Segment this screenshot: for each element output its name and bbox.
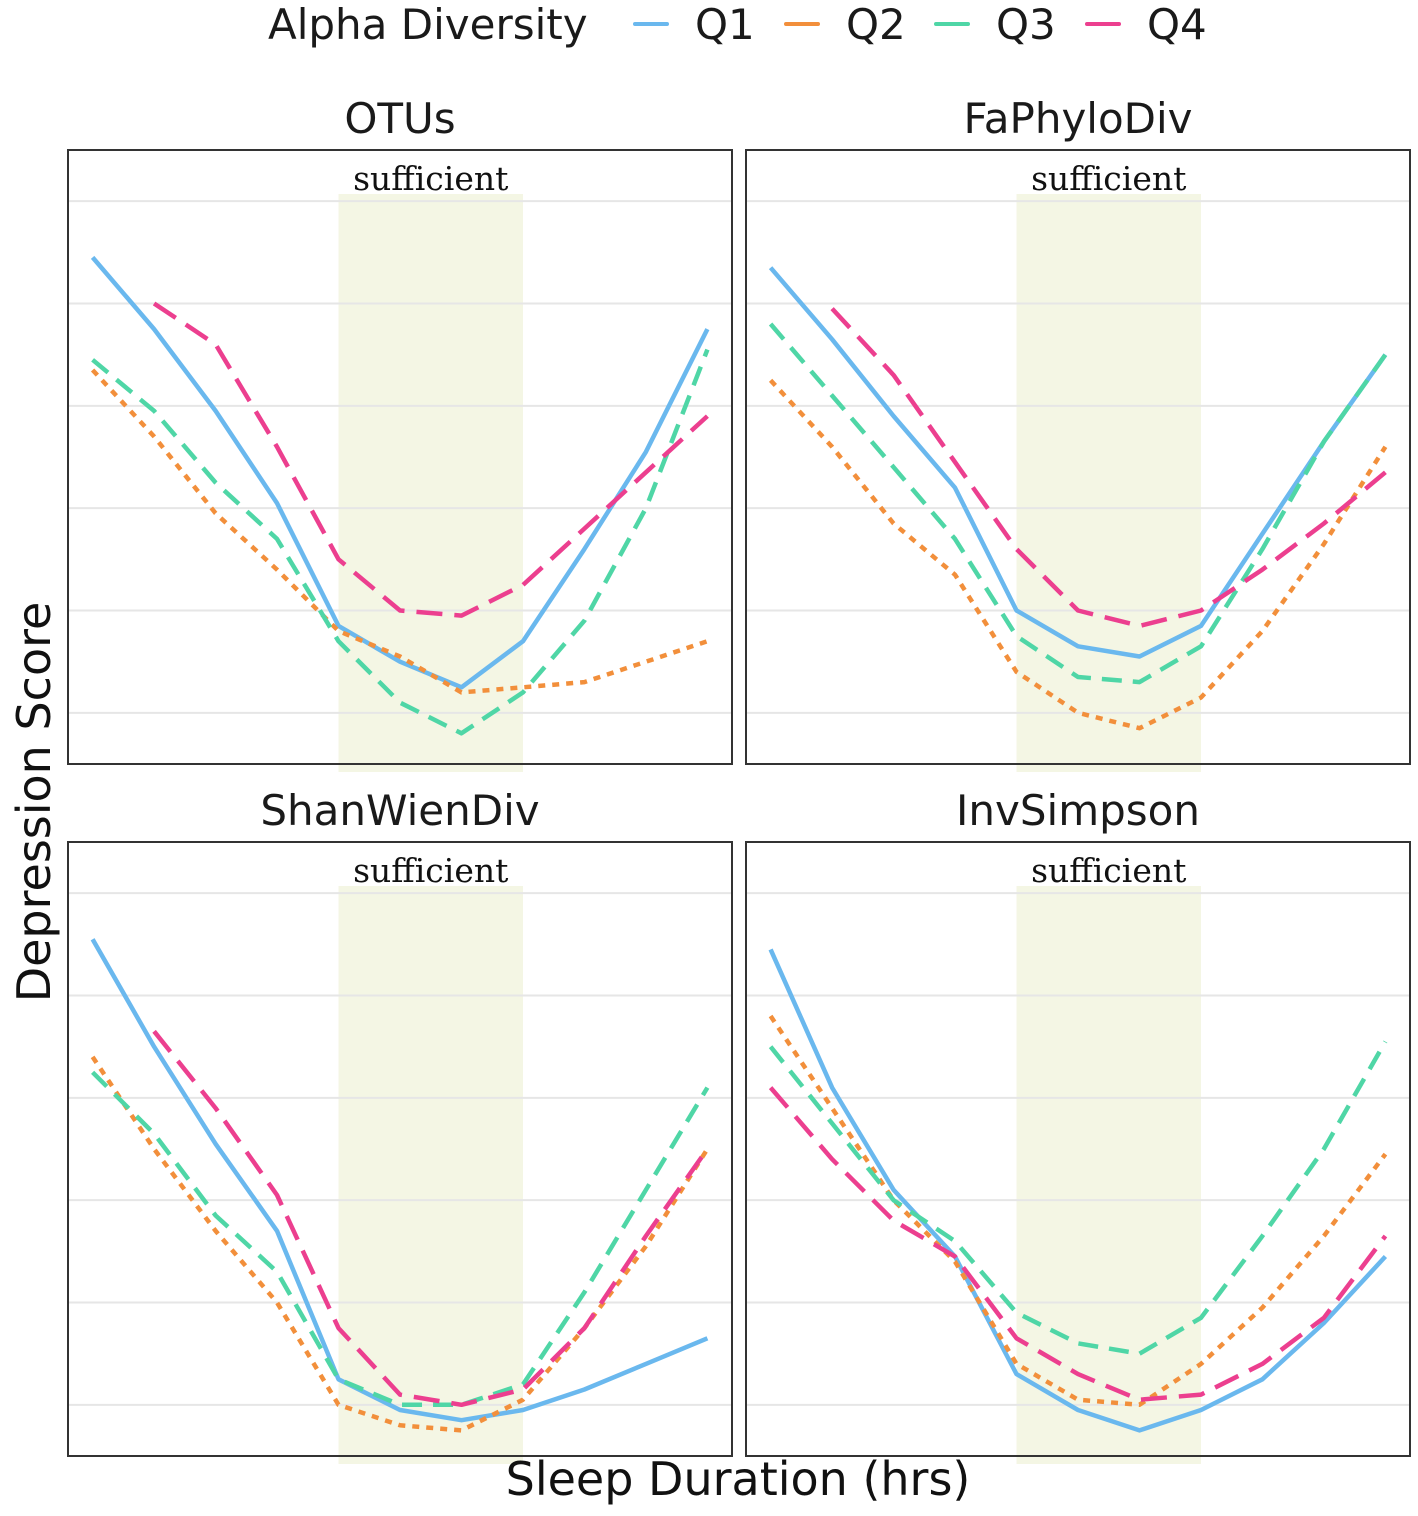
series-line-q4	[152, 1029, 710, 1408]
panel-faphylodiv: sufficient	[745, 149, 1411, 772]
facet-title-otus: OTUs	[344, 94, 456, 143]
legend: Alpha Diversity Q1 Q2 Q3 Q4	[0, 0, 1418, 52]
facet-title-shanwiendiv: ShanWienDiv	[260, 786, 540, 835]
gridlines	[68, 892, 732, 1406]
facet-title-invsimpson: InvSimpson	[956, 786, 1200, 835]
legend-swatch-q2	[784, 22, 820, 26]
series-line-q3	[768, 322, 1388, 685]
facet-title-faphylodiv: FaPhyloDiv	[963, 94, 1193, 143]
legend-label-q1: Q1	[695, 0, 755, 49]
series-line-q2	[90, 1055, 710, 1433]
series-line-q2	[90, 368, 709, 695]
series-line-q3	[91, 348, 710, 736]
legend-label-q3: Q3	[996, 0, 1056, 49]
gridlines	[68, 200, 732, 714]
y-axis-title: Depression Score	[7, 601, 61, 1003]
panel-border	[67, 149, 733, 765]
legend-swatch-q1	[633, 22, 669, 26]
panel-border	[745, 841, 1411, 1457]
series-line-q2	[768, 1014, 1388, 1408]
series-line-q4	[152, 301, 709, 618]
series-line-q4	[768, 1086, 1388, 1402]
series-line-q2	[768, 378, 1388, 731]
series-line-q1	[768, 266, 1388, 659]
x-axis-title: Sleep Duration (hrs)	[505, 1452, 971, 1506]
panel-invsimpson: sufficient	[745, 841, 1411, 1464]
gridlines	[746, 892, 1410, 1406]
gridlines	[746, 200, 1410, 714]
series-line-q3	[91, 1070, 710, 1408]
series-line-q1	[768, 948, 1388, 1433]
panel-border	[745, 149, 1411, 765]
band-label: sufficient	[1031, 159, 1186, 198]
sufficient-band	[1016, 886, 1201, 1464]
sufficient-band	[1016, 194, 1201, 772]
band-label: sufficient	[353, 159, 508, 198]
legend-title: Alpha Diversity	[268, 0, 588, 49]
series-line-q4	[830, 307, 1387, 629]
sufficient-band	[338, 194, 523, 772]
panel-border	[67, 841, 733, 1457]
panel-otus: sufficient	[67, 149, 733, 772]
band-label: sufficient	[353, 851, 508, 890]
sufficient-band	[338, 886, 523, 1464]
panel-shanwiendiv: sufficient	[67, 841, 733, 1464]
band-label: sufficient	[1031, 851, 1186, 890]
series-line-q1	[90, 255, 710, 690]
series-line-q3	[768, 1040, 1388, 1356]
legend-swatch-q3	[934, 22, 970, 26]
legend-label-q2: Q2	[846, 0, 906, 49]
legend-swatch-q4	[1085, 22, 1121, 26]
series-line-q1	[90, 938, 709, 1423]
legend-label-q4: Q4	[1147, 0, 1207, 49]
